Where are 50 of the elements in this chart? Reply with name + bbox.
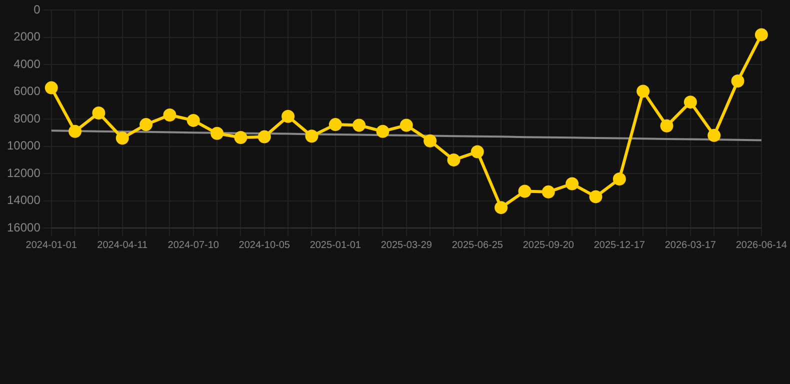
point bbox=[542, 185, 555, 198]
x-tick-label: 2025-03-29 bbox=[380, 240, 432, 251]
point bbox=[447, 153, 460, 166]
point bbox=[708, 128, 721, 142]
point bbox=[660, 119, 674, 132]
x-tick-label: 2026-06-14 bbox=[736, 240, 788, 251]
x-tick-label: 2024-07-10 bbox=[168, 240, 220, 251]
point bbox=[116, 132, 129, 145]
point bbox=[589, 190, 602, 204]
x-tick-label: 2024-04-11 bbox=[97, 240, 148, 251]
x-tick-label: 2024-01-01 bbox=[26, 240, 78, 251]
point bbox=[400, 118, 413, 132]
point bbox=[376, 124, 390, 138]
x-tick-label: 2026-03-17 bbox=[664, 240, 716, 251]
point bbox=[186, 114, 200, 127]
y-tick-label: 10000 bbox=[6, 138, 41, 153]
point bbox=[258, 130, 271, 144]
x-tick-label: 2025-01-01 bbox=[310, 240, 362, 251]
point bbox=[636, 84, 650, 98]
y-tick-label: 16000 bbox=[6, 220, 41, 234]
point bbox=[612, 172, 626, 186]
point bbox=[234, 130, 248, 144]
y-tick-label: 0 bbox=[34, 2, 41, 17]
y-tick-label: 2000 bbox=[14, 30, 41, 44]
point bbox=[731, 74, 744, 88]
point bbox=[566, 177, 579, 190]
y-tick-label: 4000 bbox=[14, 56, 41, 71]
point bbox=[684, 96, 697, 109]
x-tick-label: 2024-10-05 bbox=[238, 240, 290, 251]
point bbox=[305, 130, 318, 143]
point bbox=[754, 28, 768, 42]
y-tick-label: 14000 bbox=[6, 193, 41, 208]
point bbox=[470, 145, 484, 158]
y-tick-label: 8000 bbox=[14, 111, 41, 126]
point bbox=[210, 126, 224, 140]
point bbox=[494, 201, 508, 214]
y-tick-label: 12000 bbox=[6, 166, 41, 180]
x-tick-label: 2025-06-25 bbox=[452, 240, 504, 251]
point bbox=[92, 106, 106, 120]
point bbox=[163, 108, 176, 122]
point bbox=[518, 184, 532, 198]
point bbox=[68, 124, 82, 138]
point bbox=[328, 118, 342, 132]
x-tick-label: 2025-09-20 bbox=[522, 240, 574, 251]
point bbox=[424, 134, 437, 148]
point bbox=[282, 110, 295, 123]
x-tick-label: 2025-12-17 bbox=[594, 240, 646, 251]
point bbox=[140, 118, 153, 132]
y-tick-label: 6000 bbox=[14, 84, 41, 98]
point bbox=[352, 118, 366, 132]
